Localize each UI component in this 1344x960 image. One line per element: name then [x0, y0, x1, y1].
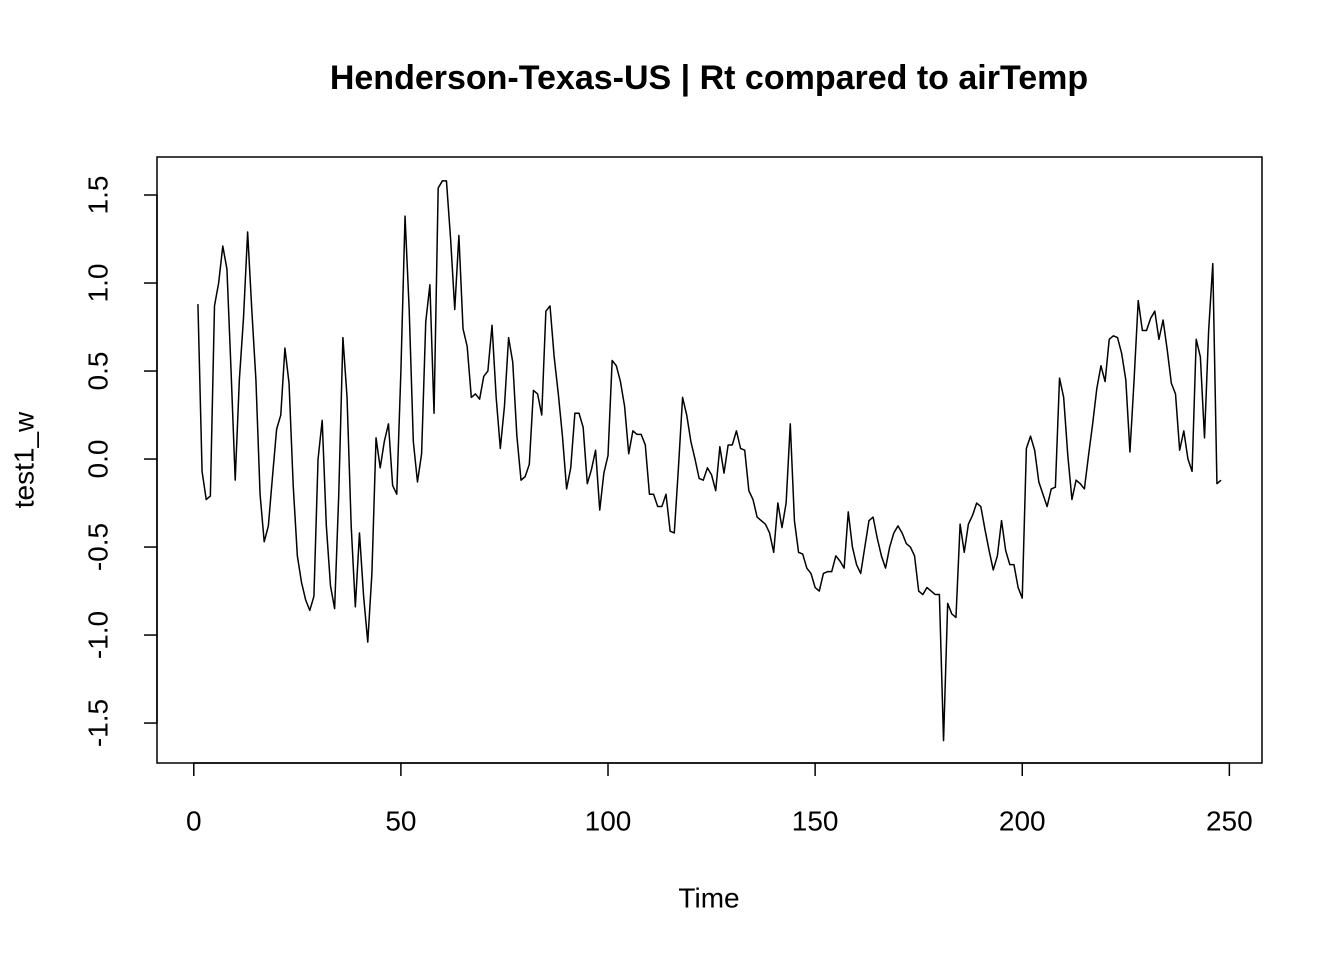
- x-tick-label: 100: [585, 805, 632, 836]
- x-tick-label: 150: [792, 805, 839, 836]
- y-tick-label: 1.5: [82, 176, 113, 215]
- series-line: [197, 180, 1222, 742]
- y-tick-label: -0.5: [82, 523, 113, 571]
- y-axis-label: test1_w: [8, 411, 39, 508]
- y-tick-label: 1.0: [82, 264, 113, 303]
- y-tick-label: -1.0: [82, 611, 113, 659]
- x-tick-label: 250: [1206, 805, 1253, 836]
- plot-box: [156, 156, 1263, 764]
- y-tick-label: 0.5: [82, 352, 113, 391]
- y-tick-label: 0.0: [82, 440, 113, 479]
- chart-title: Henderson-Texas-US | Rt compared to airT…: [330, 59, 1088, 97]
- x-tick-label: 200: [999, 805, 1046, 836]
- x-tick-label: 50: [385, 805, 416, 836]
- x-axis-label: Time: [678, 882, 739, 913]
- x-tick-label: 0: [186, 805, 202, 836]
- y-tick-label: -1.5: [82, 699, 113, 747]
